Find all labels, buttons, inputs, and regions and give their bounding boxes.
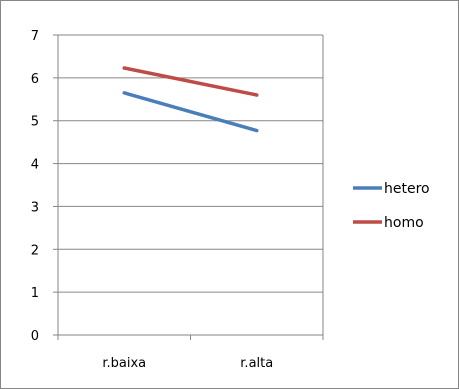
- series-lines: [122, 66, 259, 133]
- y-tick-label-1: 1: [31, 286, 39, 301]
- legend-label-hetero: hetero: [384, 181, 430, 197]
- legend-label-homo: homo: [384, 215, 424, 231]
- legend: hetero homo: [353, 181, 430, 231]
- y-tick-label-0: 0: [31, 329, 39, 344]
- series-line-hetero: [122, 91, 259, 133]
- x-tick-labels: r.baixa r.alta: [102, 356, 273, 371]
- series-line-homo: [122, 66, 259, 97]
- x-tick-label-r.alta: r.alta: [240, 356, 273, 371]
- x-tick-label-r.baixa: r.baixa: [102, 356, 146, 371]
- axes: [53, 34, 324, 340]
- y-tick-label-5: 5: [31, 115, 39, 130]
- y-tick-label-6: 6: [31, 72, 39, 87]
- y-tick-label-7: 7: [31, 29, 39, 44]
- y-tick-label-4: 4: [31, 158, 39, 173]
- y-tick-label-3: 3: [31, 200, 39, 215]
- gridlines: [58, 34, 323, 293]
- y-tick-labels: 0 1 2 3 4 5 6 7: [31, 29, 39, 344]
- y-tick-label-2: 2: [31, 243, 39, 258]
